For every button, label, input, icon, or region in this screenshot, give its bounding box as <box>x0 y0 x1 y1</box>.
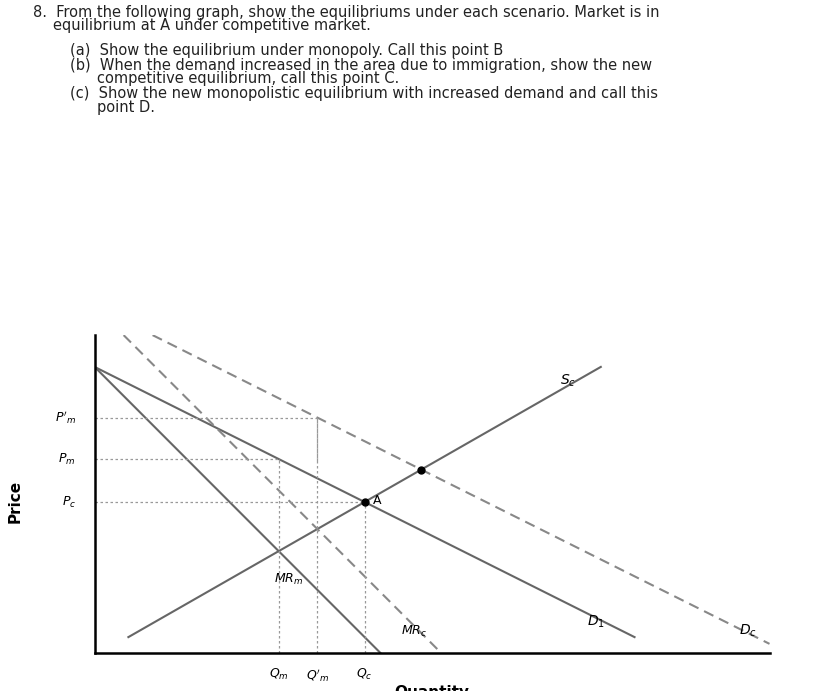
Text: $MR_m$: $MR_m$ <box>274 572 304 587</box>
Text: point D.: point D. <box>97 100 155 115</box>
Text: equilibrium at A under competitive market.: equilibrium at A under competitive marke… <box>53 18 371 33</box>
Text: (c)  Show the new monopolistic equilibrium with increased demand and call this: (c) Show the new monopolistic equilibriu… <box>70 86 658 102</box>
Text: A: A <box>373 494 381 507</box>
Text: $MR_c$: $MR_c$ <box>401 623 427 638</box>
Text: Quantity: Quantity <box>394 685 470 691</box>
Text: $Q'_m$: $Q'_m$ <box>305 668 329 684</box>
Text: (b)  When the demand increased in the area due to immigration, show the new: (b) When the demand increased in the are… <box>70 58 652 73</box>
Text: 8.  From the following graph, show the equilibriums under each scenario. Market : 8. From the following graph, show the eq… <box>33 5 659 20</box>
Text: $P'_m$: $P'_m$ <box>54 409 76 426</box>
Text: $D_1$: $D_1$ <box>588 614 605 630</box>
Text: $Q_m$: $Q_m$ <box>269 668 289 683</box>
Text: $S_c$: $S_c$ <box>560 372 576 389</box>
Text: $P_m$: $P_m$ <box>58 451 76 466</box>
Text: $D_c$: $D_c$ <box>739 622 757 638</box>
Text: (a)  Show the equilibrium under monopoly. Call this point B: (a) Show the equilibrium under monopoly.… <box>70 43 503 58</box>
Text: Price: Price <box>7 480 22 522</box>
Text: competitive equilibrium, call this point C.: competitive equilibrium, call this point… <box>97 71 399 86</box>
Text: $P_c$: $P_c$ <box>62 495 76 509</box>
Text: $Q_c$: $Q_c$ <box>356 668 373 683</box>
